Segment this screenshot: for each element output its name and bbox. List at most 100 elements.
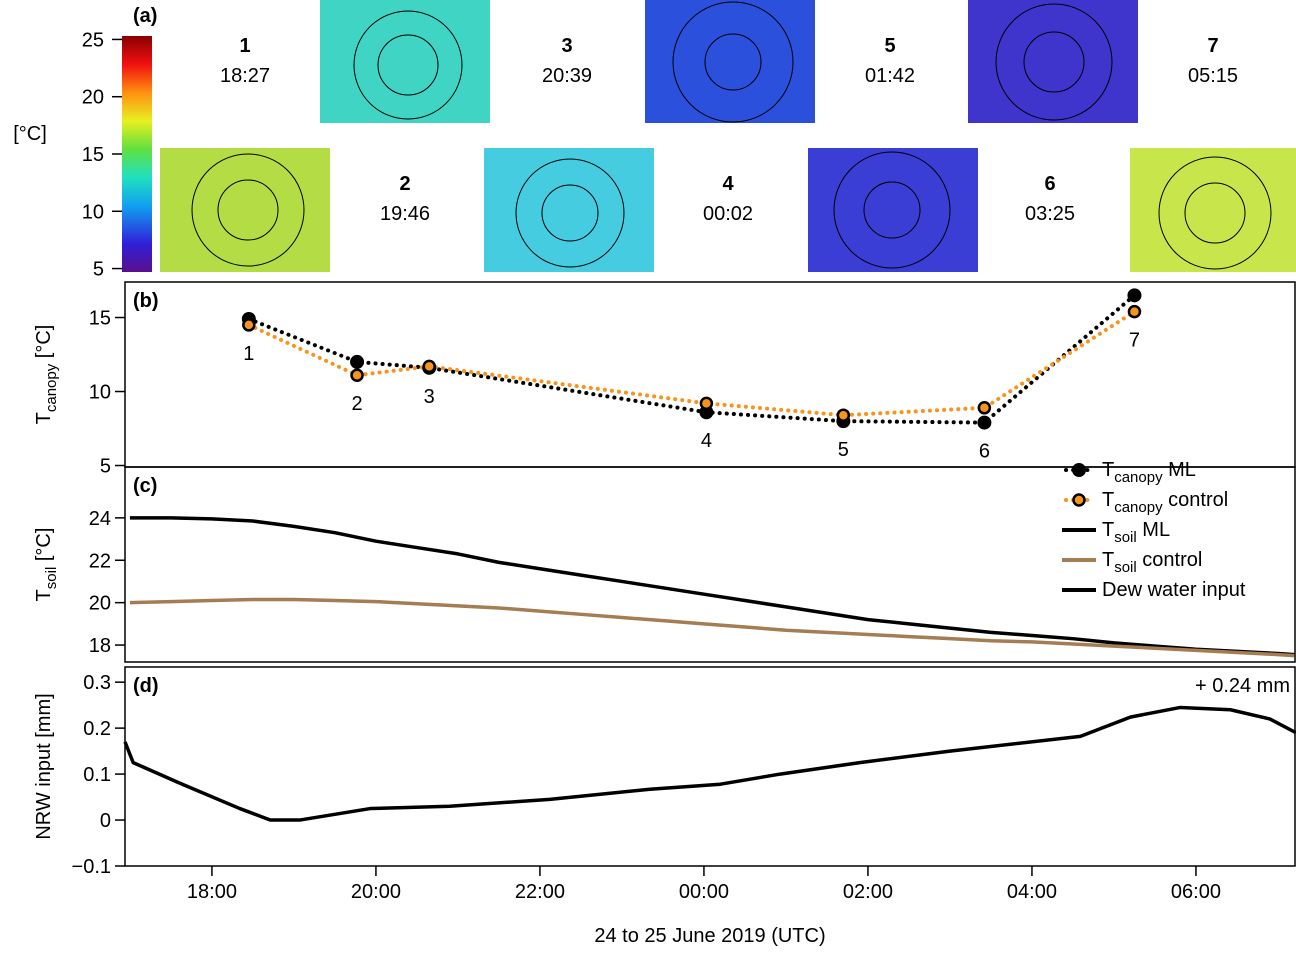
series-line: [129, 597, 1295, 658]
legend-label: Dew water input: [1102, 579, 1246, 601]
image-time: 00:02: [703, 203, 753, 225]
legend-marker: [1072, 463, 1086, 477]
y-axis-label-part: soil: [43, 567, 60, 590]
image-time: 05:15: [1188, 65, 1238, 87]
y-axis-label-part: [°C]: [33, 325, 55, 364]
y-axis-label: NRW input [mm]: [33, 693, 55, 839]
legend-label-part: ML: [1163, 459, 1196, 481]
y-tick-label: 0.2: [83, 718, 111, 740]
y-axis-label-part: [°C]: [33, 528, 55, 567]
y-axis-label: Tcanopy [°C]: [33, 325, 60, 425]
y-tick-label: 0.1: [83, 764, 111, 786]
y-axis-label-part: NRW input [mm]: [33, 693, 55, 839]
x-tick-label: 00:00: [679, 881, 729, 903]
data-point: [977, 401, 992, 415]
legend-marker: [1072, 493, 1086, 507]
legend-label-part: T: [1102, 519, 1114, 541]
legend-label-part: T: [1102, 549, 1114, 571]
legend-label-part: ML: [1137, 519, 1170, 541]
image-number: 7: [1207, 35, 1218, 57]
y-tick-label: 15: [89, 308, 111, 330]
y-tick-label: 10: [89, 382, 111, 404]
panel-label: (a): [133, 5, 157, 27]
legend-label-part: T: [1102, 459, 1114, 481]
y-tick-label: 22: [89, 550, 111, 572]
y-axis-label: Tsoil [°C]: [33, 528, 60, 602]
legend-label: Tcanopy ML: [1102, 459, 1196, 486]
data-point: [1127, 288, 1142, 303]
x-tick-label: 04:00: [1007, 881, 1057, 903]
legend-label: Tsoil ML: [1102, 519, 1170, 546]
image-number: 4: [722, 173, 734, 195]
point-label: 2: [352, 393, 363, 415]
data-point: [699, 396, 714, 411]
x-tick-label: 18:00: [187, 881, 237, 903]
colorbar-tick-label: 15: [82, 144, 104, 166]
image-number: 6: [1044, 173, 1055, 195]
legend-label: Tcanopy control: [1102, 489, 1228, 516]
legend-label-part: control: [1163, 489, 1229, 511]
point-label: 4: [701, 430, 712, 452]
data-point: [350, 354, 365, 369]
data-point: [422, 359, 436, 374]
annotation: + 0.24 mm: [1195, 675, 1290, 697]
image-number: 2: [399, 173, 410, 195]
colorbar-tick-label: 20: [82, 87, 104, 109]
plot-frame: [124, 666, 1296, 867]
legend-label-part: soil: [1114, 559, 1137, 576]
data-point: [242, 318, 256, 332]
image-time: 20:39: [542, 65, 592, 87]
y-tick-label: 20: [89, 593, 111, 615]
point-label: 7: [1129, 330, 1140, 352]
panel-label: (c): [133, 475, 157, 497]
colorbar-label: [°C]: [13, 123, 47, 145]
image-time: 03:25: [1025, 203, 1075, 225]
point-label: 3: [424, 386, 435, 408]
point-label: 1: [243, 343, 254, 365]
y-tick-label: −0.1: [72, 856, 111, 878]
legend-label-part: Dew water input: [1102, 579, 1246, 601]
data-point: [836, 408, 851, 422]
point-label: 6: [979, 441, 990, 463]
y-tick-label: 5: [100, 456, 111, 478]
legend-label: Tsoil control: [1102, 549, 1202, 576]
y-axis-label-part: T: [33, 412, 55, 424]
legend-label-part: canopy: [1114, 499, 1163, 516]
data-point: [350, 368, 364, 382]
legend-label-part: control: [1137, 549, 1203, 571]
y-tick-label: 18: [89, 635, 111, 657]
series-line: [246, 293, 1137, 425]
colorbar-tick-label: 5: [93, 259, 104, 281]
series-line: [129, 516, 1295, 657]
y-tick-label: 24: [89, 508, 111, 530]
point-label: 5: [838, 439, 849, 461]
y-tick-label: 0.3: [83, 672, 111, 694]
image-number: 5: [884, 35, 895, 57]
x-axis-label: 24 to 25 June 2019 (UTC): [594, 925, 825, 947]
y-axis-label-part: T: [33, 589, 55, 601]
legend-label-part: canopy: [1114, 469, 1163, 486]
data-point: [1127, 304, 1142, 319]
y-tick-label: 0: [100, 810, 111, 832]
x-tick-label: 20:00: [351, 881, 401, 903]
image-time: 19:46: [380, 203, 430, 225]
colorbar-tick-label: 25: [82, 29, 104, 51]
x-tick-label: 06:00: [1171, 881, 1221, 903]
plot-frame: [124, 466, 1296, 663]
image-time: 18:27: [220, 65, 270, 87]
colorbar: [122, 36, 152, 272]
legend-label-part: soil: [1114, 529, 1137, 546]
thermal-images: [160, 0, 1296, 272]
x-tick-label: 22:00: [515, 881, 565, 903]
legend-label-part: T: [1102, 489, 1114, 511]
series-line: [123, 705, 1296, 822]
image-number: 3: [561, 35, 572, 57]
colorbar-tick-label: 10: [82, 201, 104, 223]
image-time: 01:42: [865, 65, 915, 87]
y-axis-label-part: canopy: [43, 363, 60, 412]
x-tick-label: 02:00: [843, 881, 893, 903]
image-number: 1: [239, 35, 250, 57]
data-point: [977, 415, 992, 430]
panel-label: (b): [133, 290, 159, 312]
